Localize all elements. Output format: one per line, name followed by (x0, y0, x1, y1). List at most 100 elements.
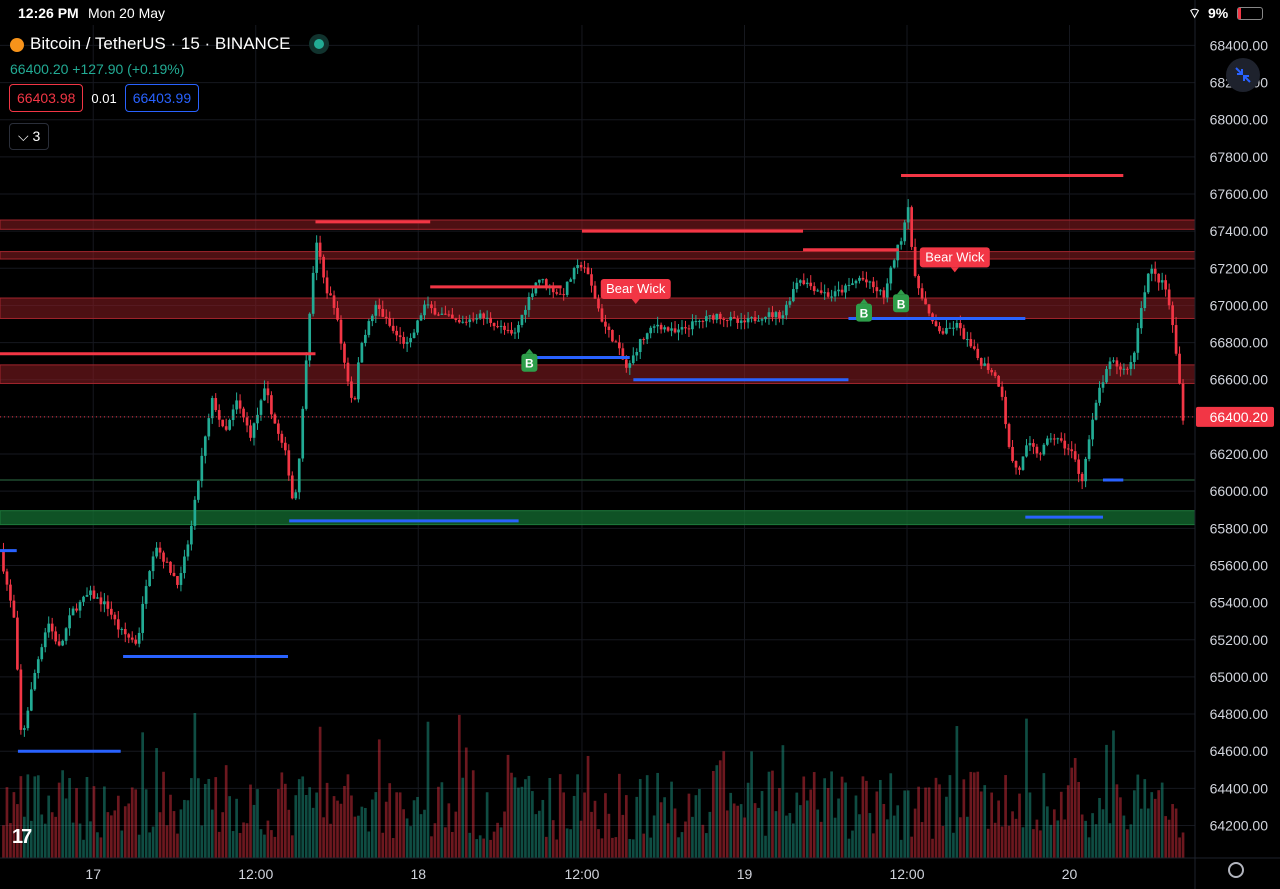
candle-body (252, 423, 256, 438)
volume-bar (593, 800, 597, 858)
tradingview-logo-icon[interactable]: 17 (12, 826, 32, 848)
volume-bar (1112, 730, 1115, 858)
candle-body (273, 414, 277, 424)
collapse-arrows-icon[interactable] (1226, 58, 1260, 92)
volume-bar (976, 771, 980, 858)
candle-body (517, 325, 520, 333)
volume-bar (990, 792, 994, 858)
candle-body (579, 265, 583, 268)
price-tick-label: 67000.00 (1210, 297, 1269, 313)
volume-bar (1160, 782, 1164, 858)
candle-body (934, 321, 938, 327)
volume-bar (444, 827, 447, 858)
indicators-toggle[interactable]: ⌵ 3 (9, 123, 50, 150)
candle-body (732, 317, 736, 319)
candle-body (103, 601, 106, 605)
volume-bar (294, 795, 298, 858)
candle-body (1028, 443, 1032, 446)
volume-bar (885, 819, 889, 858)
gear-icon[interactable] (1228, 862, 1244, 878)
volume-bar (224, 765, 228, 858)
volume-bar (19, 776, 23, 858)
sell-button[interactable]: 66403.98 (9, 84, 84, 112)
volume-bar (642, 833, 646, 858)
candle-body (753, 317, 757, 322)
volume-bar (346, 774, 350, 858)
candle-body (200, 455, 204, 481)
candle-body (1178, 353, 1181, 384)
candle-body (1052, 438, 1056, 440)
symbol-legend[interactable]: Bitcoin / TetherUS · 15 · BINANCE (10, 34, 325, 54)
volume-bar (1153, 798, 1157, 858)
candle-body (531, 293, 534, 298)
candle-body (61, 640, 64, 646)
volume-bar (597, 829, 600, 858)
volume-bar (1063, 819, 1067, 858)
candle-body (927, 304, 931, 314)
candle-body (788, 301, 792, 305)
resistance-zone (0, 364, 1196, 384)
candle-body (290, 475, 294, 499)
candle-body (537, 279, 541, 283)
candle-body (844, 285, 847, 293)
volume-bar (524, 779, 527, 858)
candle-body (645, 333, 649, 340)
volume-bar (889, 773, 893, 858)
volume-bar (26, 774, 30, 858)
candle-body (520, 314, 524, 326)
volume-bar (952, 832, 955, 858)
volume-bar (221, 812, 225, 858)
volume-bar (959, 817, 962, 858)
price-zones (0, 219, 1196, 526)
time-tick-label: 19 (737, 866, 753, 882)
candle-body (1132, 352, 1136, 363)
volume-bar (391, 838, 395, 858)
candle-body (635, 352, 639, 356)
candle-body (120, 629, 124, 631)
volume-bar (381, 832, 385, 858)
volume-bar (1056, 820, 1060, 858)
volume-bar (85, 776, 89, 858)
volume-bar (673, 808, 677, 858)
last-price: 66400.20 (10, 61, 69, 77)
volume-bar (1094, 824, 1098, 858)
volume-bar (851, 830, 854, 858)
candle-body (308, 313, 312, 361)
volume-bar (475, 839, 479, 858)
candle-body (158, 547, 162, 553)
candle-body (451, 314, 454, 319)
volume-bar (130, 787, 134, 858)
candle-body (1056, 438, 1060, 440)
candle-body (972, 346, 976, 349)
candle-body (1143, 292, 1147, 309)
volume-bar (965, 816, 969, 858)
volume-bar (590, 811, 593, 858)
volume-bar (555, 839, 559, 858)
volume-bar (774, 811, 778, 858)
volume-bar (701, 824, 705, 858)
volume-bar (882, 803, 886, 858)
buy-marker-pointer (859, 298, 868, 304)
candle-body (336, 307, 339, 320)
buy-button[interactable]: 66403.99 (124, 84, 200, 112)
price-change: +127.90 (+0.19%) (72, 61, 185, 77)
volume-bar (440, 782, 444, 858)
volume-bar (1066, 785, 1070, 858)
volume-bar (830, 771, 833, 858)
chevron-down-icon: ⌵ (18, 128, 29, 144)
volume-bar (604, 793, 607, 858)
candle-body (684, 327, 687, 329)
support-zone (0, 510, 1196, 526)
candle-body (1007, 424, 1011, 447)
candle-body (235, 400, 238, 410)
volume-bar (259, 829, 263, 858)
candle-body (492, 322, 496, 327)
volume-bar (746, 782, 750, 858)
volume-bar (256, 789, 259, 858)
volume-bar (666, 823, 670, 858)
candles (2, 199, 1185, 737)
live-dot-icon (314, 39, 325, 49)
candle-body (680, 327, 684, 330)
volume-bar (47, 795, 51, 858)
